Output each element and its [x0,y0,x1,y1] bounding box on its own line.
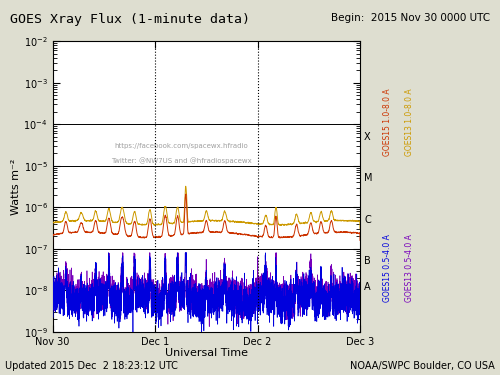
Text: GOES13 1.0-8.0 A: GOES13 1.0-8.0 A [406,89,414,156]
Text: Updated 2015 Dec  2 18:23:12 UTC: Updated 2015 Dec 2 18:23:12 UTC [5,361,178,371]
Text: GOES15 0.5-4.0 A: GOES15 0.5-4.0 A [383,234,392,302]
Text: C: C [364,215,371,225]
Y-axis label: Watts m⁻²: Watts m⁻² [10,158,20,215]
Text: https://facebook.com/spacewx.hfradio: https://facebook.com/spacewx.hfradio [115,143,248,149]
Text: GOES13 0.5-4.0 A: GOES13 0.5-4.0 A [406,234,414,302]
Text: B: B [364,256,371,266]
Text: A: A [364,282,371,292]
Text: Begin:  2015 Nov 30 0000 UTC: Begin: 2015 Nov 30 0000 UTC [331,13,490,23]
X-axis label: Universal Time: Universal Time [165,348,248,358]
Text: GOES Xray Flux (1-minute data): GOES Xray Flux (1-minute data) [10,13,250,26]
Text: Twitter: @NW7US and @hfradiospacewx: Twitter: @NW7US and @hfradiospacewx [112,157,252,164]
Text: M: M [364,173,372,183]
Text: GOES15 1.0-8.0 A: GOES15 1.0-8.0 A [383,89,392,156]
Text: NOAA/SWPC Boulder, CO USA: NOAA/SWPC Boulder, CO USA [350,361,495,371]
Text: X: X [364,132,371,142]
